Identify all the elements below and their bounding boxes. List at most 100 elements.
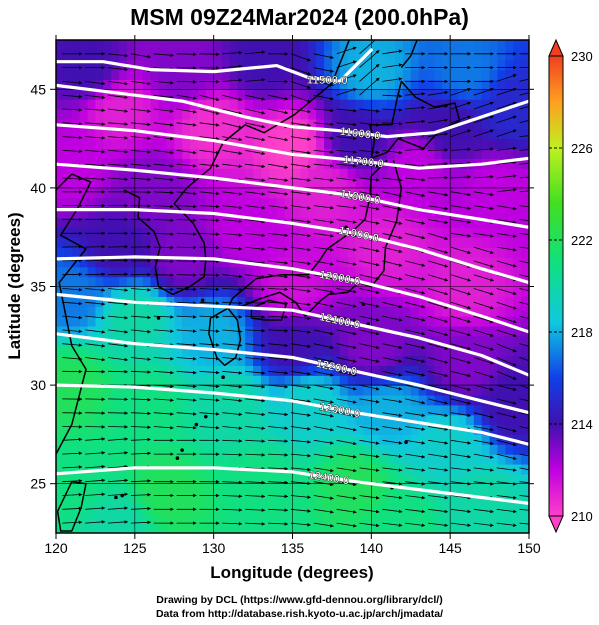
wind-arrow [427,232,449,240]
field-cell [158,197,167,209]
field-cell [379,316,388,327]
field-cell [268,523,278,533]
wind-arrow [450,87,472,96]
field-cell [276,237,286,248]
field-cell [253,99,262,110]
field-cell [63,187,73,199]
field-cell [363,385,372,396]
field-cell [205,128,215,140]
wind-arrow [245,328,266,333]
field-cell [221,207,231,219]
field-cell [513,414,522,426]
field-cell [339,385,349,396]
wind-arrow [313,232,334,238]
field-cell [111,316,120,327]
field-cell [402,89,412,100]
field-cell [347,158,357,169]
field-cell [402,187,412,199]
wind-arrow [405,177,426,182]
wind-arrow [222,78,243,83]
field-cell [410,276,420,288]
field-cell [87,89,97,100]
wind-arrow [336,88,357,96]
field-cell [119,237,128,248]
wind-arrow [245,50,266,55]
field-cell [497,296,506,307]
field-cell [158,316,167,327]
field-cell [56,345,65,357]
field-cell [426,227,435,238]
field-cell [150,513,160,524]
wind-arrow [313,398,334,404]
field-cell [363,316,372,327]
field-cell [119,40,128,51]
field-cell [347,385,357,396]
field-cell [95,444,104,455]
field-cell [56,394,65,406]
field-cell [284,424,294,435]
field-cell [284,158,294,169]
field-cell [126,148,136,159]
wind-arrow [382,274,403,281]
field-cell [126,79,136,90]
field-cell [473,227,483,238]
field-cell [363,138,372,150]
field-cell [79,227,89,238]
wind-arrow [313,53,334,60]
field-cell [418,306,428,317]
field-cell [174,79,183,90]
wind-arrow [62,329,83,334]
field-cell [355,286,365,297]
wind-arrow [450,205,472,210]
field-cell [418,523,428,533]
wind-arrow [107,149,129,154]
field-cell [434,513,443,524]
field-cell [473,138,483,150]
field-cell [229,178,238,189]
wind-arrow [405,453,426,459]
wind-arrow [496,508,517,514]
field-cell [458,503,467,514]
field-cell [237,237,246,248]
field-cell [316,444,325,455]
field-cell [521,109,529,120]
field-cell [87,187,97,199]
field-cell [197,59,207,71]
field-cell [465,444,475,455]
field-cell [458,335,467,347]
field-cell [95,178,104,189]
field-cell [213,247,223,258]
field-cell [79,523,89,533]
field-cell [465,99,475,110]
wind-arrow [268,94,289,101]
field-cell [308,138,317,150]
field-cell [103,286,112,297]
field-cell [119,247,128,258]
field-cell [166,158,175,169]
wind-arrow [313,205,334,210]
wind-arrow [245,219,266,224]
field-cell [142,227,152,238]
field-cell [418,444,428,455]
wind-arrow [153,245,174,250]
field-cell [347,463,357,475]
field-cell [316,404,325,416]
field-cell [308,158,317,169]
field-cell [387,503,396,514]
field-cell [103,414,112,426]
field-cell [197,69,207,81]
field-cell [213,197,223,209]
field-cell [205,79,215,90]
field-cell [190,355,199,366]
field-cell [158,414,167,426]
field-cell [465,335,475,347]
field-cell [371,168,380,179]
wind-arrow [473,246,494,254]
field-cell [308,286,317,297]
field-cell [402,434,412,445]
wind-arrow [428,90,449,96]
field-cell [260,365,270,376]
field-cell [410,473,420,485]
wind-arrow [199,218,220,223]
wind-arrow [245,136,266,142]
